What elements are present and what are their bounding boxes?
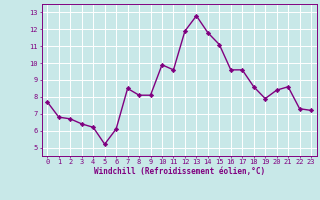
X-axis label: Windchill (Refroidissement éolien,°C): Windchill (Refroidissement éolien,°C)	[94, 167, 265, 176]
